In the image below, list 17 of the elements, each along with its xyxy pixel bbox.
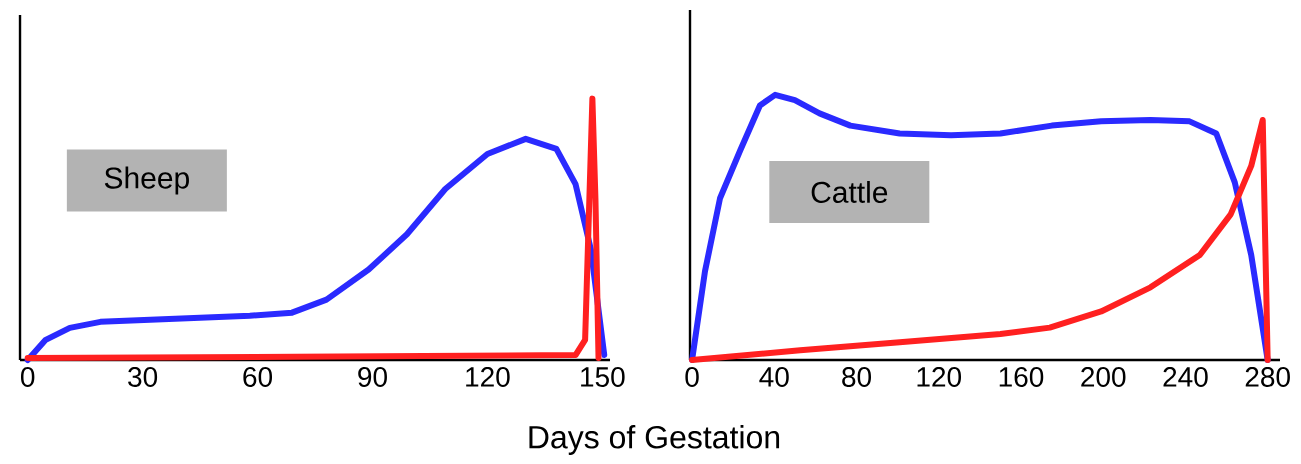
- x-tick-label: 120: [466, 367, 510, 387]
- x-tick-label: 90: [358, 367, 387, 387]
- annotation: Sheep: [104, 166, 189, 195]
- annotation: Cattle: [811, 180, 888, 203]
- x-tick-label: 80: [842, 367, 872, 387]
- x-tick-label: 160: [999, 367, 1044, 387]
- x-tick-label: 0: [20, 367, 35, 387]
- x-tick-label: 200: [1081, 367, 1126, 387]
- x-tick-label: 0: [685, 367, 699, 387]
- x-tick-label: 40: [759, 367, 789, 387]
- x-tick-label: 120: [917, 367, 962, 387]
- x-axis-title: Days of Gestation: [529, 425, 780, 455]
- x-tick-label: 280: [1245, 367, 1290, 387]
- x-tick-label: 240: [1163, 367, 1208, 387]
- x-tick-label: 30: [128, 367, 158, 387]
- x-tick-label: 150: [581, 367, 625, 387]
- x-tick-label: 60: [243, 367, 273, 387]
